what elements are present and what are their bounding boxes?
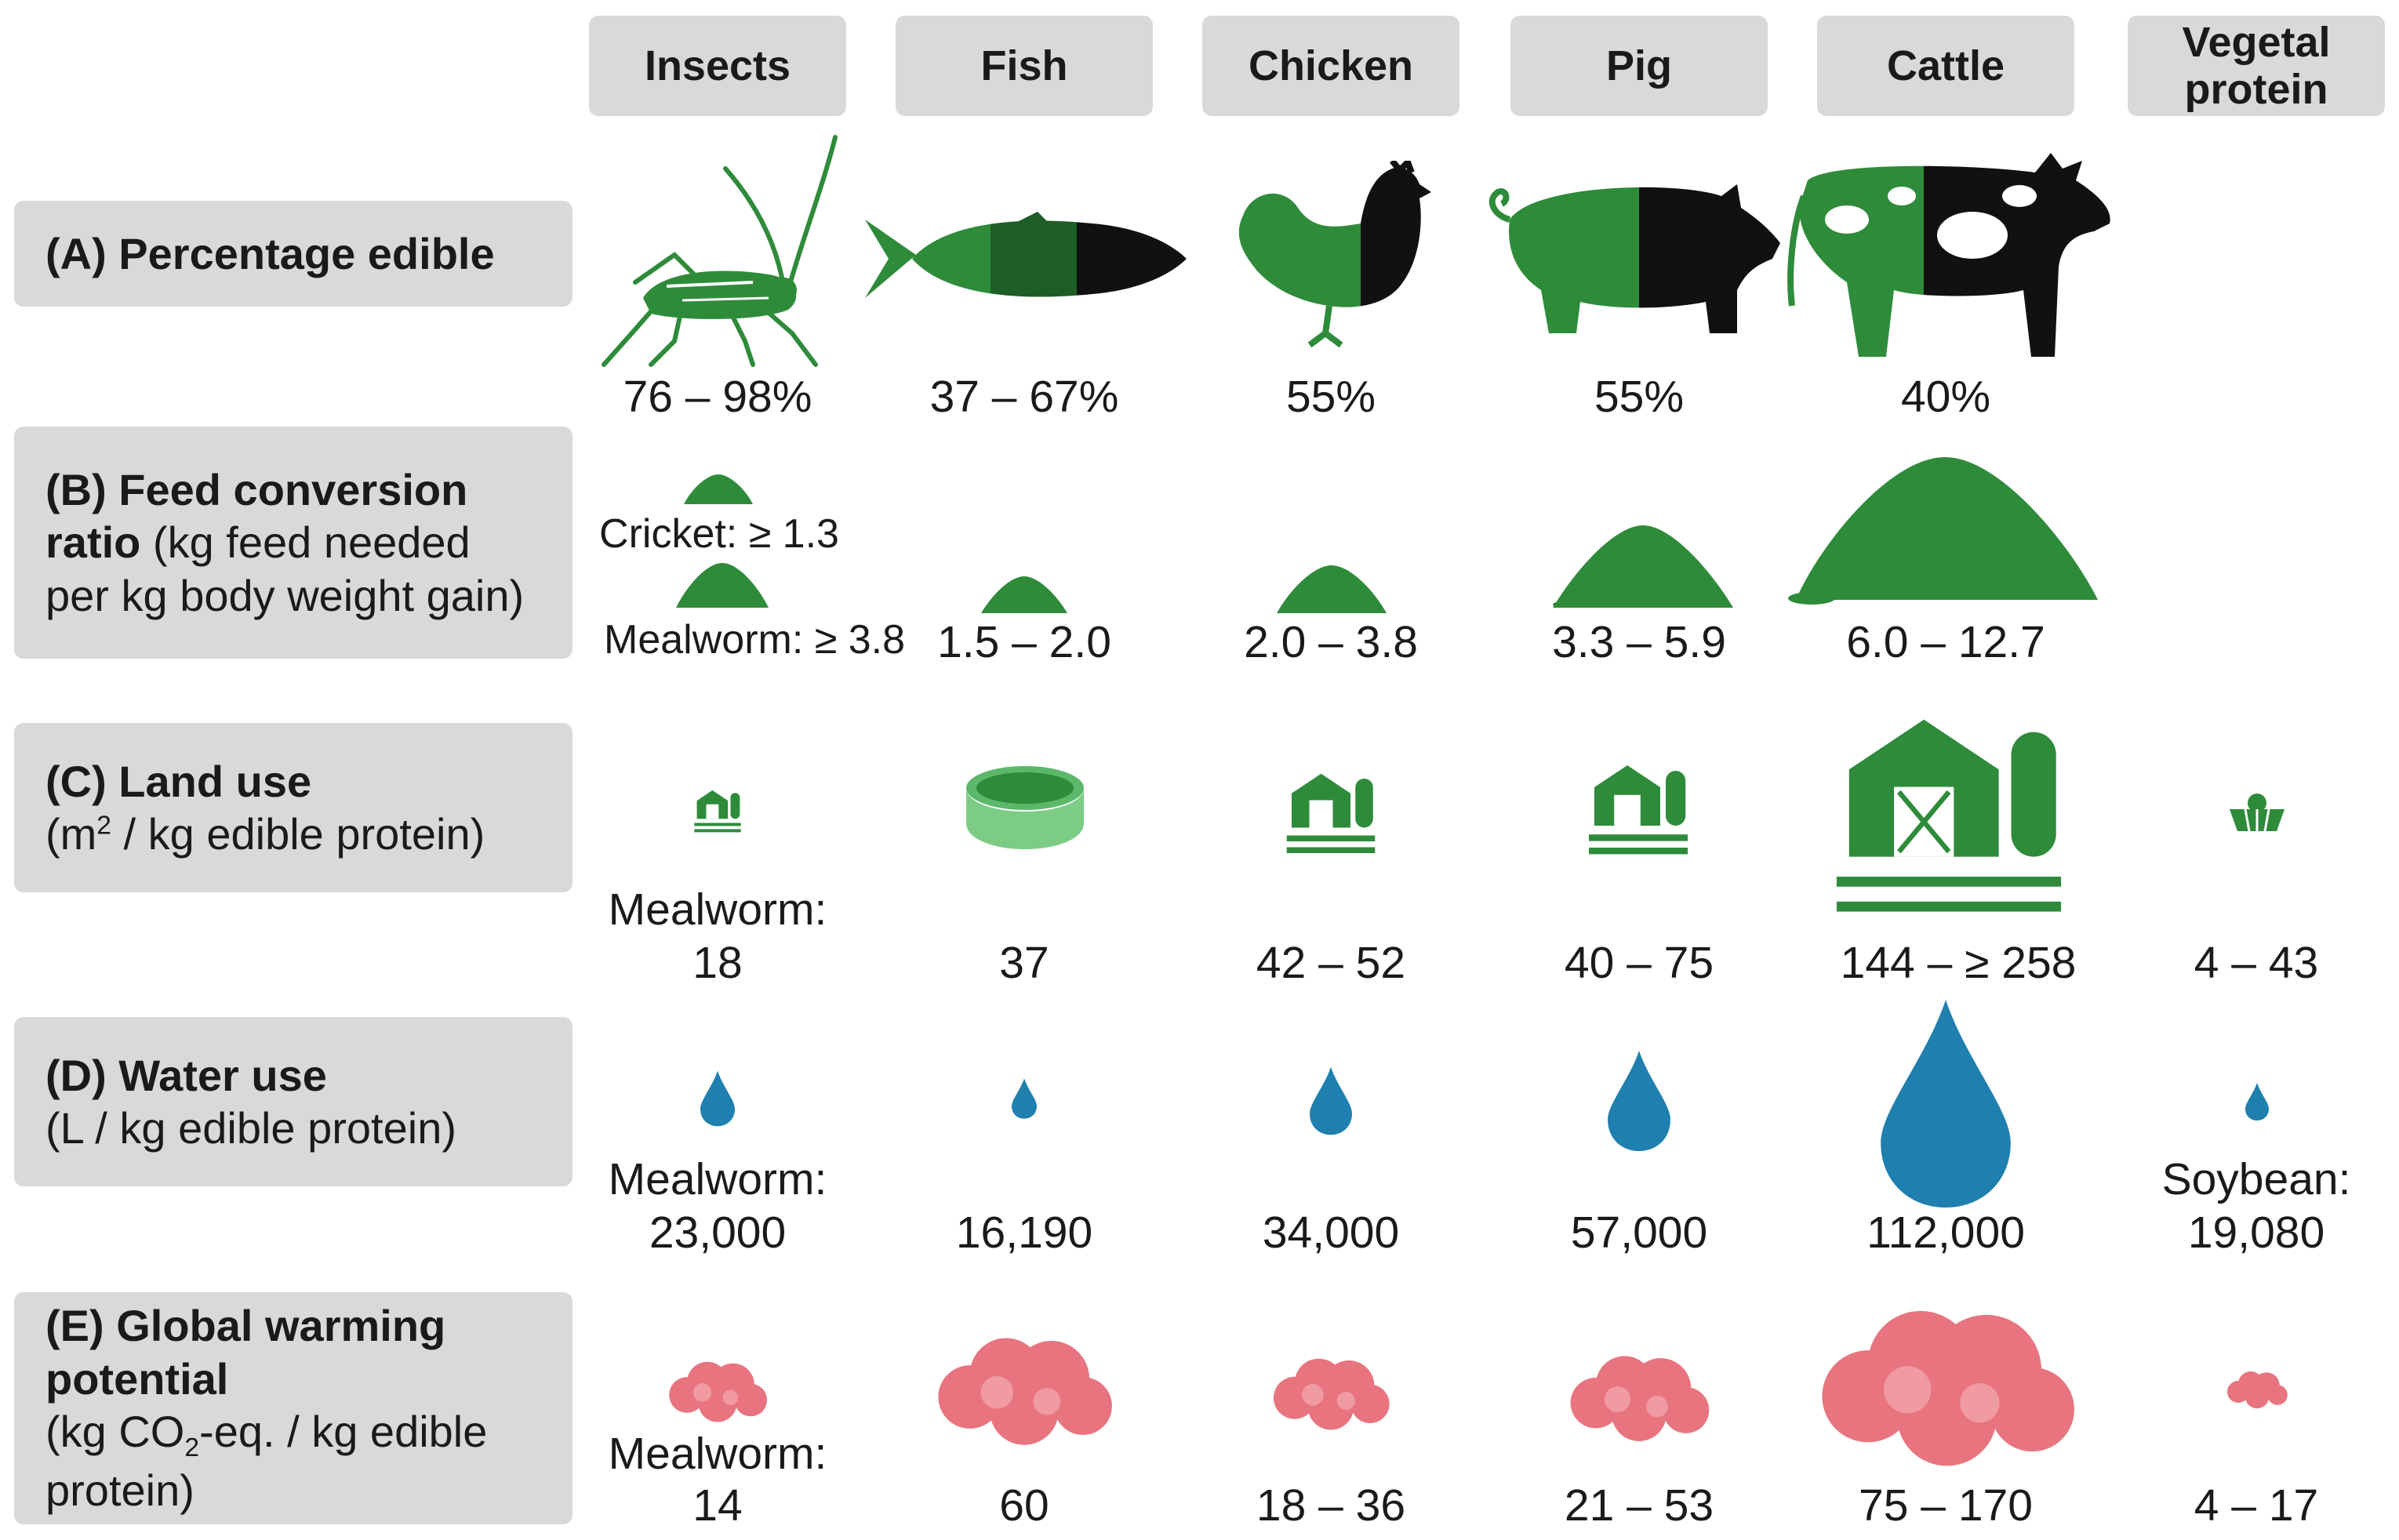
column-header-vegetal: Vegetal protein bbox=[2128, 16, 2385, 116]
cow-icon bbox=[1784, 149, 2114, 361]
value-B-chicken: 2.0 – 3.8 bbox=[1244, 617, 1418, 667]
feed-pile-icon bbox=[1553, 521, 1733, 608]
row-label-feed-conversion: (B) Feed conversion ratio (kg feed neede… bbox=[14, 427, 572, 659]
value-B-insects-cricket: Cricket: ≥ 1.3 bbox=[599, 511, 839, 557]
column-header-label: Cattle bbox=[1886, 42, 2005, 89]
row-text: (B) Feed conversion ratio (kg feed neede… bbox=[45, 463, 541, 622]
column-header-label: Fish bbox=[980, 42, 1068, 89]
value-C-cattle: 144 – ≥ 258 bbox=[1840, 938, 2077, 988]
column-header-pig: Pig bbox=[1510, 16, 1768, 116]
chicken-icon bbox=[1235, 161, 1431, 349]
value-A-fish: 37 – 67% bbox=[929, 372, 1119, 422]
water-drop-icon bbox=[2245, 1082, 2269, 1121]
value-D-cattle: 112,000 bbox=[1866, 1208, 2025, 1258]
pond-icon bbox=[966, 765, 1084, 851]
column-header-fish: Fish bbox=[896, 16, 1153, 116]
farm-icon bbox=[692, 783, 743, 834]
feed-pile-icon bbox=[981, 574, 1067, 613]
value-C-chicken: 42 – 52 bbox=[1256, 938, 1406, 988]
row-title: (A) Percentage edible bbox=[45, 228, 495, 278]
subtitle-part: -eq. / kg edible protein) bbox=[45, 1406, 488, 1516]
subtitle-part: (m bbox=[45, 809, 97, 859]
row-subtitle: (kg CO2-eq. / kg edible protein) bbox=[45, 1405, 541, 1517]
value-A-insects: 76 – 98% bbox=[623, 372, 812, 422]
farm-icon bbox=[1280, 759, 1382, 857]
row-label-global-warming: (E) Global warming potential (kg CO2-eq.… bbox=[14, 1292, 572, 1524]
column-header-label: Pig bbox=[1605, 42, 1672, 89]
value-D-insects: 23,000 bbox=[649, 1208, 787, 1258]
pig-icon bbox=[1478, 173, 1784, 337]
feed-pile-icon bbox=[1788, 451, 2106, 608]
column-header-label: Vegetal protein bbox=[2182, 18, 2331, 113]
co2-cloud-icon bbox=[2226, 1368, 2288, 1409]
value-B-insects-mealworm: Mealworm: ≥ 3.8 bbox=[604, 617, 905, 663]
value-C-insects: 18 bbox=[692, 938, 743, 988]
value-A-chicken: 55% bbox=[1285, 372, 1376, 422]
value-E-chicken: 18 – 36 bbox=[1256, 1480, 1406, 1531]
column-header-label: Chicken bbox=[1248, 42, 1414, 89]
field-icon bbox=[2230, 786, 2285, 831]
feed-pile-icon bbox=[684, 473, 753, 504]
value-C-insects-label: Mealworm: bbox=[608, 884, 827, 935]
feed-pile-icon bbox=[676, 561, 769, 608]
subtitle-superscript: 2 bbox=[96, 811, 111, 841]
value-E-insects-label: Mealworm: bbox=[608, 1429, 827, 1479]
value-E-vegetal: 4 – 17 bbox=[2194, 1480, 2319, 1531]
column-header-cattle: Cattle bbox=[1817, 16, 2074, 116]
value-C-fish: 37 bbox=[999, 938, 1049, 988]
value-A-cattle: 40% bbox=[1900, 372, 1991, 422]
row-label-water-use: (D) Water use (L / kg edible protein) bbox=[14, 1017, 572, 1186]
value-E-fish: 60 bbox=[999, 1480, 1049, 1531]
farm-icon bbox=[1816, 682, 2082, 932]
value-A-pig: 55% bbox=[1594, 372, 1685, 422]
farm-icon bbox=[1583, 749, 1694, 859]
water-drop-icon bbox=[1608, 1051, 1670, 1151]
value-E-insects: 14 bbox=[692, 1480, 743, 1531]
value-C-pig: 40 – 75 bbox=[1564, 938, 1714, 988]
value-E-cattle: 75 – 170 bbox=[1859, 1480, 2033, 1531]
value-E-pig: 21 – 53 bbox=[1564, 1480, 1714, 1531]
row-title: (B) Feed conversion ratio bbox=[45, 465, 468, 568]
row-label-percentage-edible: (A) Percentage edible bbox=[14, 201, 572, 307]
co2-cloud-icon bbox=[667, 1357, 769, 1423]
subtitle-part: / kg edible protein) bbox=[111, 809, 485, 859]
subtitle-subscript: 2 bbox=[184, 1433, 200, 1463]
row-title: (E) Global warming potential bbox=[45, 1301, 446, 1404]
row-label-land-use: (C) Land use (m2 / kg edible protein) bbox=[14, 723, 572, 892]
co2-cloud-icon bbox=[1269, 1353, 1393, 1431]
value-C-vegetal: 4 – 43 bbox=[2194, 938, 2319, 988]
value-D-pig: 57,000 bbox=[1570, 1208, 1708, 1258]
column-header-label: Insects bbox=[644, 42, 791, 89]
row-subtitle: (L / kg edible protein) bbox=[45, 1103, 456, 1153]
fish-icon bbox=[857, 208, 1187, 310]
value-D-chicken: 34,000 bbox=[1262, 1208, 1400, 1258]
co2-cloud-icon bbox=[1816, 1298, 2078, 1469]
row-title: (C) Land use bbox=[45, 756, 312, 806]
value-D-fish: 16,190 bbox=[955, 1208, 1093, 1258]
subtitle-part: (kg CO bbox=[45, 1406, 185, 1456]
column-header-chicken: Chicken bbox=[1202, 16, 1459, 116]
row-subtitle: (m2 / kg edible protein) bbox=[45, 808, 541, 860]
value-D-vegetal: 19,080 bbox=[2187, 1208, 2325, 1258]
row-title: (D) Water use bbox=[45, 1050, 327, 1100]
water-drop-icon bbox=[700, 1070, 735, 1127]
water-drop-icon bbox=[1310, 1066, 1352, 1135]
value-B-fish: 1.5 – 2.0 bbox=[937, 617, 1111, 667]
row-subtitle: (kg feed needed per kg body weight gain) bbox=[45, 518, 525, 620]
value-D-vegetal-label: Soybean: bbox=[2161, 1154, 2351, 1204]
co2-cloud-icon bbox=[933, 1329, 1115, 1447]
value-D-insects-label: Mealworm: bbox=[608, 1154, 827, 1204]
value-B-pig: 3.3 – 5.9 bbox=[1552, 617, 1726, 667]
value-B-cattle: 6.0 – 12.7 bbox=[1846, 617, 2045, 667]
co2-cloud-icon bbox=[1567, 1349, 1711, 1443]
column-header-insects: Insects bbox=[589, 16, 846, 116]
water-drop-icon bbox=[1012, 1078, 1037, 1119]
feed-pile-icon bbox=[1277, 563, 1387, 613]
cricket-icon bbox=[588, 129, 847, 369]
water-drop-icon bbox=[1881, 1000, 2011, 1208]
